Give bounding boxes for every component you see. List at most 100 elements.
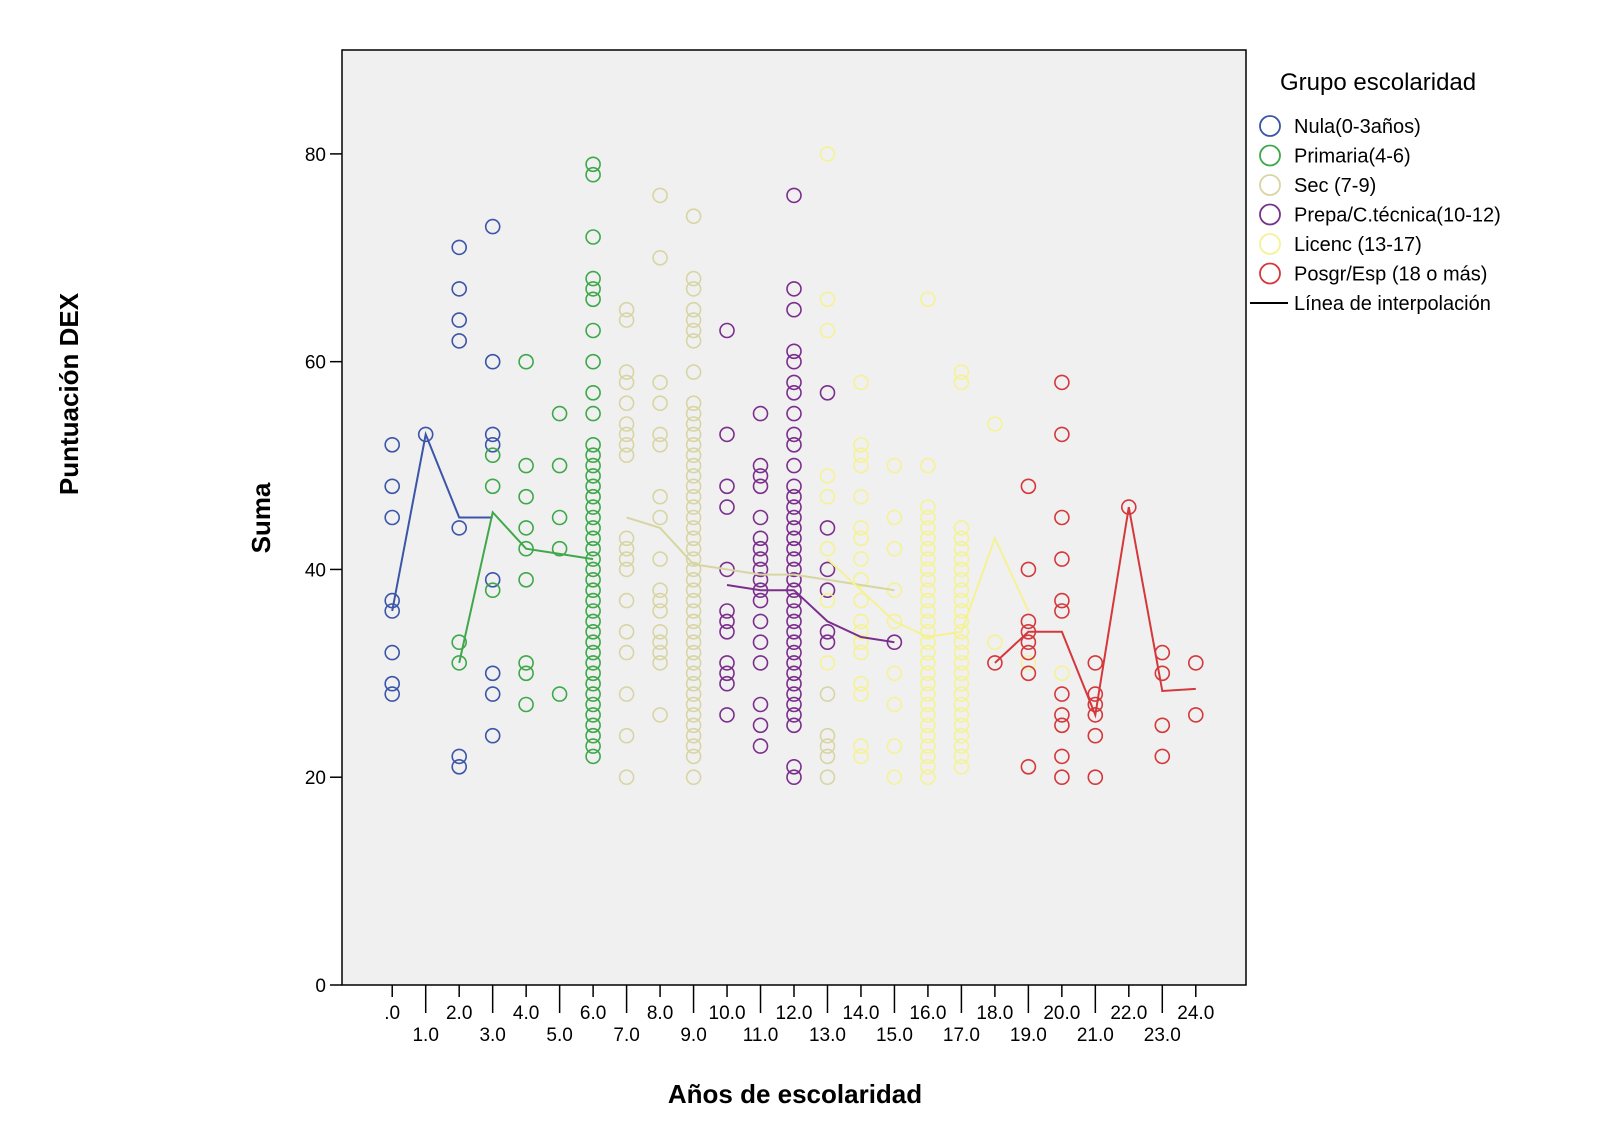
data-point	[551, 405, 568, 422]
x-tick-label: 11.0	[743, 1025, 779, 1046]
data-point	[585, 603, 601, 619]
data-point	[384, 603, 401, 619]
data-point	[752, 571, 769, 588]
data-point	[920, 603, 936, 619]
data-point	[786, 717, 802, 734]
data-point	[585, 405, 601, 422]
legend-marker	[1259, 144, 1281, 167]
data-point	[819, 634, 836, 651]
data-point	[920, 520, 936, 536]
data-point	[451, 239, 468, 256]
data-point	[1054, 717, 1070, 734]
data-point	[819, 655, 836, 671]
data-point	[685, 623, 702, 640]
data-point	[853, 488, 869, 505]
data-point	[819, 146, 836, 162]
interpolation-line	[726, 584, 895, 644]
legend-label: Licenc (13-17)	[1294, 234, 1422, 256]
data-point	[652, 644, 668, 661]
data-point	[920, 675, 936, 692]
legend-marker	[1259, 174, 1281, 196]
data-point	[786, 634, 802, 651]
data-point	[618, 530, 635, 547]
data-point	[920, 540, 936, 557]
legend-label: Primaria(4-6)	[1294, 146, 1411, 168]
data-point	[819, 769, 836, 786]
data-point	[685, 499, 702, 515]
data-point	[786, 436, 802, 453]
data-point	[484, 447, 501, 464]
data-point	[652, 603, 668, 619]
data-point	[585, 322, 601, 339]
data-point	[786, 457, 802, 474]
y-tick-label: 40	[305, 560, 326, 581]
data-point	[920, 665, 936, 682]
data-point	[920, 291, 936, 308]
data-point	[786, 769, 802, 786]
data-point	[786, 353, 802, 370]
data-point	[451, 312, 468, 328]
data-point	[652, 707, 668, 723]
data-point	[1054, 665, 1070, 682]
data-point	[551, 509, 568, 526]
data-point	[685, 727, 702, 744]
x-tick-label: 16.0	[909, 1003, 946, 1024]
data-point	[853, 644, 869, 661]
x-tick-label: 17.0	[943, 1025, 980, 1046]
data-point	[585, 707, 601, 723]
data-point	[1054, 686, 1070, 702]
data-point	[585, 457, 601, 474]
data-point	[786, 571, 802, 588]
data-point	[920, 551, 936, 567]
data-point	[618, 561, 635, 578]
data-point	[786, 603, 802, 619]
data-point	[685, 509, 702, 526]
data-point	[786, 592, 802, 609]
data-point	[1121, 499, 1137, 515]
x-tick-label: 24.0	[1177, 1003, 1214, 1024]
data-point	[518, 655, 534, 671]
data-point	[786, 509, 802, 526]
data-point	[953, 634, 970, 651]
data-point	[1054, 748, 1070, 765]
data-point	[618, 727, 635, 744]
data-point	[685, 644, 702, 661]
data-point	[685, 281, 702, 297]
data-point	[685, 520, 702, 536]
data-point	[585, 644, 601, 661]
data-point	[685, 738, 702, 754]
legend-marker	[1259, 233, 1281, 255]
data-point	[819, 727, 836, 744]
data-point	[953, 571, 970, 588]
x-tick-label: 14.0	[842, 1003, 879, 1024]
x-tick-label: .0	[384, 1003, 400, 1024]
y-axis: 0 20 40 60 80	[305, 145, 342, 997]
data-point	[518, 540, 534, 557]
data-point	[953, 644, 970, 661]
data-point	[886, 738, 903, 754]
interpolation-line	[826, 535, 1030, 639]
data-point	[685, 405, 702, 422]
data-point	[518, 488, 534, 505]
data-point	[920, 623, 936, 640]
data-point	[719, 655, 735, 671]
data-point	[585, 520, 601, 536]
data-point	[384, 644, 401, 661]
data-point	[685, 333, 702, 349]
data-point	[685, 270, 702, 287]
data-point	[585, 468, 601, 484]
data-point	[920, 727, 936, 744]
data-point	[585, 592, 601, 609]
data-point	[853, 457, 869, 474]
data-point	[618, 301, 635, 318]
data-point	[618, 364, 635, 380]
data-point	[719, 478, 735, 495]
data-point	[585, 353, 601, 370]
data-point	[786, 499, 802, 515]
data-point	[819, 738, 836, 754]
data-point	[451, 634, 468, 651]
data-point	[786, 758, 802, 775]
data-point	[417, 426, 434, 443]
data-point	[685, 436, 702, 453]
